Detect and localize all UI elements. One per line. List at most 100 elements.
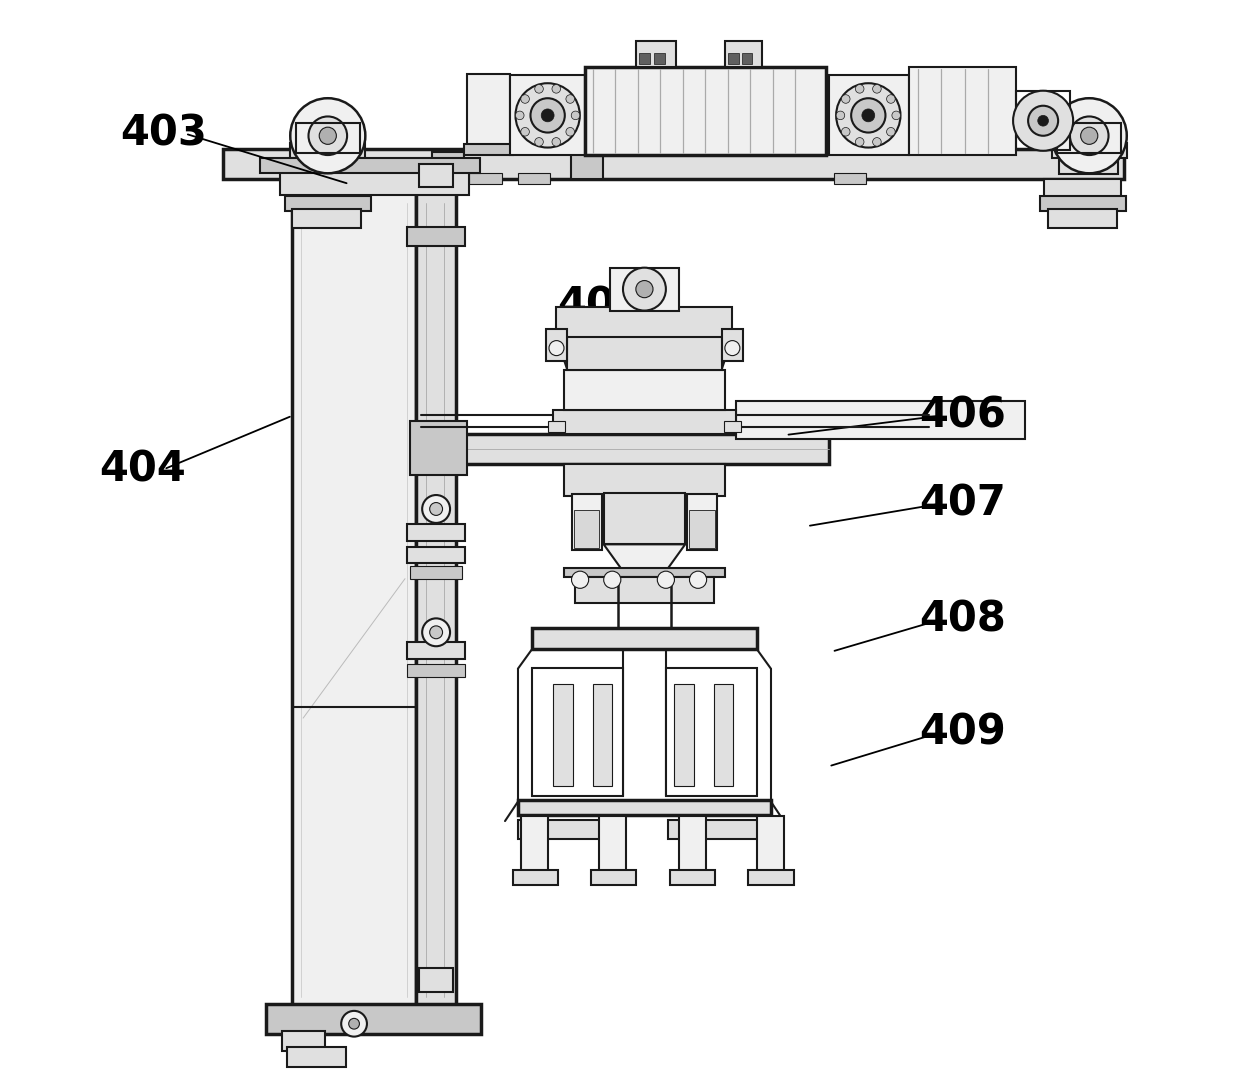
Bar — [689, 510, 715, 548]
Bar — [408, 547, 465, 563]
Bar — [518, 800, 771, 815]
Bar — [591, 870, 636, 885]
Bar — [513, 870, 558, 885]
Circle shape — [515, 111, 524, 120]
Circle shape — [1080, 127, 1098, 144]
Bar — [548, 421, 565, 432]
Circle shape — [689, 571, 706, 589]
Bar — [593, 683, 612, 786]
Circle shape — [290, 98, 366, 174]
Text: 406: 406 — [919, 395, 1006, 437]
Bar — [292, 193, 416, 1008]
Bar — [567, 327, 721, 370]
Circle shape — [541, 109, 554, 122]
Bar — [603, 493, 685, 544]
Circle shape — [841, 127, 850, 136]
Circle shape — [862, 109, 875, 122]
Circle shape — [1028, 106, 1058, 136]
Bar — [265, 1005, 481, 1035]
Circle shape — [1014, 91, 1073, 151]
Bar — [522, 816, 548, 871]
Circle shape — [623, 267, 665, 310]
Bar — [554, 411, 736, 434]
Bar — [575, 577, 714, 604]
Bar — [564, 464, 725, 496]
Bar — [416, 193, 456, 1008]
Bar — [829, 74, 909, 155]
Bar — [1057, 123, 1121, 153]
Bar — [757, 816, 784, 871]
Bar — [670, 870, 715, 885]
Bar — [419, 968, 453, 992]
Bar — [289, 179, 367, 198]
Circle shape — [836, 83, 901, 148]
Bar — [564, 370, 725, 411]
Bar — [408, 642, 465, 659]
Circle shape — [566, 95, 575, 103]
Bar — [532, 667, 623, 797]
Circle shape — [520, 127, 529, 136]
Circle shape — [725, 341, 740, 356]
Polygon shape — [603, 544, 685, 571]
Circle shape — [515, 83, 580, 148]
Circle shape — [535, 84, 544, 93]
Circle shape — [341, 1011, 367, 1037]
Bar — [463, 144, 513, 155]
Bar — [679, 816, 705, 871]
Bar — [674, 683, 694, 786]
Text: 409: 409 — [919, 711, 1006, 754]
Circle shape — [566, 127, 575, 136]
Bar — [223, 149, 1124, 179]
Bar — [654, 53, 664, 64]
Bar — [636, 41, 676, 67]
Circle shape — [422, 495, 450, 523]
Circle shape — [520, 95, 529, 103]
Text: 404: 404 — [99, 448, 186, 490]
Bar — [1059, 157, 1118, 175]
Circle shape — [571, 571, 589, 589]
Bar — [1048, 209, 1118, 227]
Circle shape — [872, 138, 881, 147]
Circle shape — [636, 280, 653, 298]
Bar — [410, 421, 467, 474]
Bar — [518, 820, 620, 840]
Circle shape — [348, 1019, 359, 1029]
Bar — [556, 307, 732, 337]
Circle shape — [603, 571, 621, 589]
Bar — [281, 1032, 325, 1051]
Bar — [748, 870, 793, 885]
Circle shape — [309, 116, 347, 155]
Bar — [610, 267, 679, 310]
Bar — [721, 329, 743, 361]
Bar — [408, 524, 465, 541]
Circle shape — [430, 626, 442, 639]
Bar — [909, 67, 1016, 155]
Bar — [545, 329, 567, 361]
Text: 405: 405 — [556, 285, 643, 327]
Circle shape — [422, 619, 450, 646]
Bar — [725, 41, 762, 67]
Bar — [419, 164, 453, 188]
Bar — [834, 174, 866, 184]
Bar — [408, 664, 465, 677]
Bar — [285, 196, 370, 211]
Bar — [564, 568, 725, 577]
Circle shape — [1070, 116, 1109, 155]
Bar — [571, 494, 602, 550]
Bar — [665, 667, 757, 797]
Bar — [585, 67, 826, 155]
Bar — [296, 123, 361, 153]
Bar — [668, 820, 771, 840]
Bar — [532, 628, 757, 649]
Circle shape — [887, 127, 895, 136]
Bar — [260, 158, 479, 174]
Circle shape — [549, 341, 564, 356]
Bar — [736, 401, 1025, 439]
Circle shape — [430, 502, 442, 515]
Bar — [432, 152, 463, 179]
Circle shape — [872, 84, 881, 93]
Bar — [742, 53, 752, 64]
Bar — [554, 683, 572, 786]
Bar — [280, 168, 470, 195]
Bar — [639, 53, 649, 64]
